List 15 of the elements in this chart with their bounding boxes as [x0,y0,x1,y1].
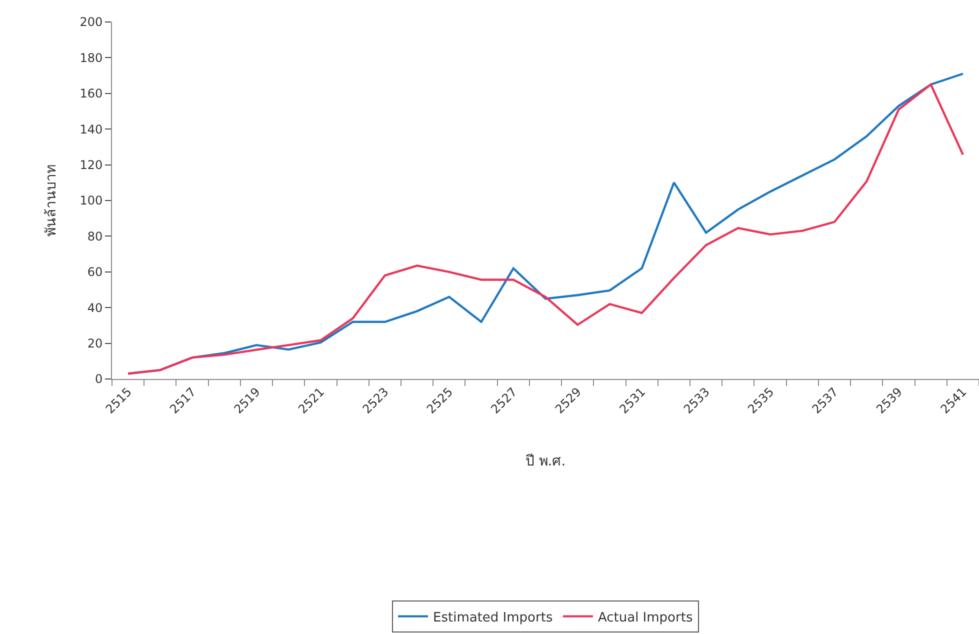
y-tick-label: 140 [80,122,103,136]
y-tick-label: 100 [80,194,103,208]
legend-label: Estimated Imports [433,610,553,626]
y-tick-label: 40 [87,300,103,315]
y-tick-label: 0 [94,372,103,386]
x-axis-title: ปี พ.ศ. [525,454,566,470]
y-tick-label: 120 [80,158,103,172]
legend-label: Actual Imports [598,610,693,626]
y-tick-label: 200 [80,15,103,30]
y-axis-title: พันล้านบาท [43,164,60,236]
y-tick-label: 60 [87,265,103,280]
y-tick-label: 180 [80,50,103,65]
y-tick-label: 20 [87,336,103,350]
y-tick-label: 80 [87,229,103,244]
y-tick-label: 160 [80,86,103,101]
